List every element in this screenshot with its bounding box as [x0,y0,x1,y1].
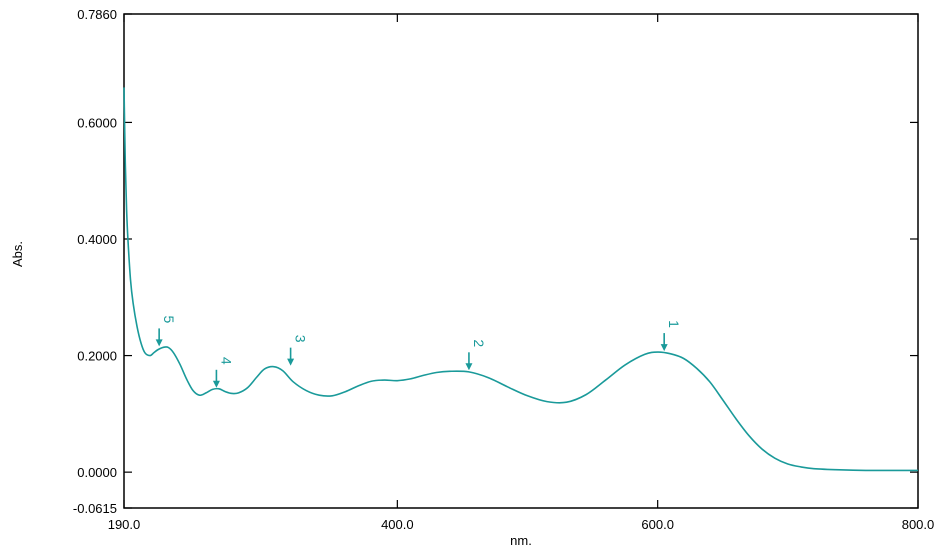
plot-frame [123,13,919,509]
x-tick-label: 600.0 [641,517,674,532]
peak-label: 5 [161,316,177,324]
peak-label: 3 [293,335,309,343]
peak-arrow-head [660,344,668,352]
axis-ticks [123,13,919,509]
spectrum-line [123,87,918,472]
peak-label: 4 [218,357,234,365]
x-axis-title: nm. [510,533,532,548]
peak-marker: 1 [660,320,682,352]
peak-marker: 3 [287,335,309,366]
x-tick-label: 800.0 [902,517,935,532]
y-tick-label: 0.2000 [77,349,117,364]
x-tick-label: 190.0 [108,517,141,532]
peak-arrow-head [287,358,295,366]
peak-arrow-head [155,339,163,347]
peak-arrow-head [212,380,220,388]
y-tick-label: 0.0000 [77,465,117,480]
y-tick-label: -0.0615 [73,501,117,516]
peak-arrow-head [465,363,473,371]
y-tick-label: 0.6000 [77,115,117,130]
y-tick-label: 0.7860 [77,7,117,22]
series-layer [123,87,918,472]
peak-label: 2 [471,339,487,347]
y-axis-title: Abs. [10,241,25,267]
tick-labels: 190.0 400.0 600.0 800.0 0.7860 0.6000 0.4000 0.… [73,7,934,532]
peak-label: 1 [666,320,682,328]
peak-marker: 2 [465,339,487,371]
peak-marker: 5 [155,316,177,347]
peak-marker: 4 [212,357,234,388]
peak-markers: 1 2 3 4 5 [155,316,682,388]
x-tick-label: 400.0 [381,517,414,532]
y-tick-label: 0.4000 [77,232,117,247]
